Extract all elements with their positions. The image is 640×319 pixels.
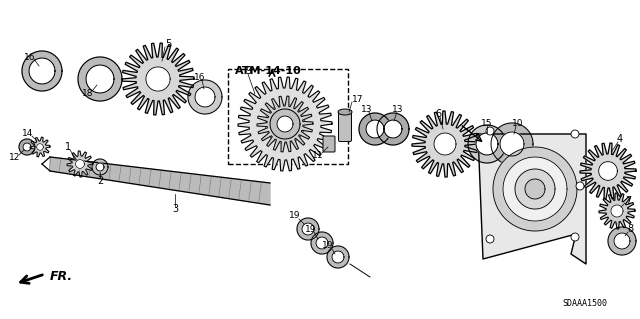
Circle shape <box>486 235 494 243</box>
Polygon shape <box>384 120 402 138</box>
FancyBboxPatch shape <box>339 110 351 142</box>
Text: 7: 7 <box>625 196 631 206</box>
FancyBboxPatch shape <box>323 136 335 152</box>
Text: 13: 13 <box>361 105 372 114</box>
Polygon shape <box>580 143 636 199</box>
Text: 12: 12 <box>10 152 20 161</box>
Text: SDAAA1500: SDAAA1500 <box>563 300 607 308</box>
Polygon shape <box>468 125 506 163</box>
Polygon shape <box>50 157 270 205</box>
Polygon shape <box>500 132 524 156</box>
Polygon shape <box>476 133 498 155</box>
Text: 18: 18 <box>83 90 93 99</box>
Ellipse shape <box>338 109 352 115</box>
Polygon shape <box>503 157 567 221</box>
Text: 16: 16 <box>195 72 205 81</box>
Polygon shape <box>265 104 305 144</box>
Polygon shape <box>525 179 545 199</box>
Polygon shape <box>608 227 636 255</box>
Text: 17: 17 <box>352 94 364 103</box>
Text: 13: 13 <box>392 105 404 114</box>
Polygon shape <box>122 43 194 115</box>
Text: 14: 14 <box>22 130 34 138</box>
Polygon shape <box>275 114 295 134</box>
Text: 11: 11 <box>312 152 324 160</box>
Polygon shape <box>599 193 635 229</box>
Polygon shape <box>92 159 108 175</box>
Polygon shape <box>277 116 293 132</box>
Text: 6: 6 <box>435 109 441 119</box>
Text: ATM-14-10: ATM-14-10 <box>235 66 301 76</box>
Polygon shape <box>96 163 104 171</box>
Bar <box>228 69 348 164</box>
Polygon shape <box>491 123 533 165</box>
Polygon shape <box>78 57 122 101</box>
Text: FR.: FR. <box>50 271 73 284</box>
Polygon shape <box>316 237 328 249</box>
Text: 16: 16 <box>24 53 36 62</box>
Polygon shape <box>434 133 456 155</box>
Polygon shape <box>611 205 623 217</box>
Polygon shape <box>36 144 44 150</box>
Text: 2: 2 <box>97 176 103 186</box>
Text: 19: 19 <box>305 226 317 234</box>
Polygon shape <box>67 151 93 177</box>
Polygon shape <box>238 77 332 171</box>
Circle shape <box>576 182 584 190</box>
Polygon shape <box>19 139 35 155</box>
Text: 15: 15 <box>481 118 493 128</box>
Polygon shape <box>327 246 349 268</box>
Polygon shape <box>366 120 384 138</box>
Polygon shape <box>598 162 618 180</box>
Polygon shape <box>311 232 333 254</box>
Circle shape <box>571 233 579 241</box>
Text: 3: 3 <box>172 204 178 214</box>
Text: 19: 19 <box>289 211 301 220</box>
Text: 9: 9 <box>245 66 251 76</box>
Polygon shape <box>86 65 114 93</box>
Text: 5: 5 <box>165 39 171 49</box>
Polygon shape <box>270 109 300 139</box>
Circle shape <box>571 130 579 138</box>
Polygon shape <box>297 218 319 240</box>
Polygon shape <box>359 113 391 145</box>
Polygon shape <box>76 160 84 168</box>
Polygon shape <box>30 137 50 157</box>
Polygon shape <box>22 51 62 91</box>
Polygon shape <box>478 134 586 264</box>
Polygon shape <box>377 113 409 145</box>
Circle shape <box>486 127 494 135</box>
Polygon shape <box>412 111 478 177</box>
Polygon shape <box>515 169 555 209</box>
Polygon shape <box>614 233 630 249</box>
Text: 19: 19 <box>323 241 333 250</box>
Polygon shape <box>188 80 222 114</box>
Polygon shape <box>195 87 215 107</box>
Text: 1: 1 <box>65 142 71 152</box>
Polygon shape <box>29 58 55 84</box>
Polygon shape <box>493 147 577 231</box>
Text: 8: 8 <box>627 224 633 234</box>
Polygon shape <box>302 223 314 235</box>
Polygon shape <box>146 67 170 91</box>
Polygon shape <box>332 251 344 263</box>
Text: 4: 4 <box>617 134 623 144</box>
Text: 10: 10 <box>512 118 524 128</box>
Polygon shape <box>23 143 31 151</box>
Polygon shape <box>257 96 313 152</box>
